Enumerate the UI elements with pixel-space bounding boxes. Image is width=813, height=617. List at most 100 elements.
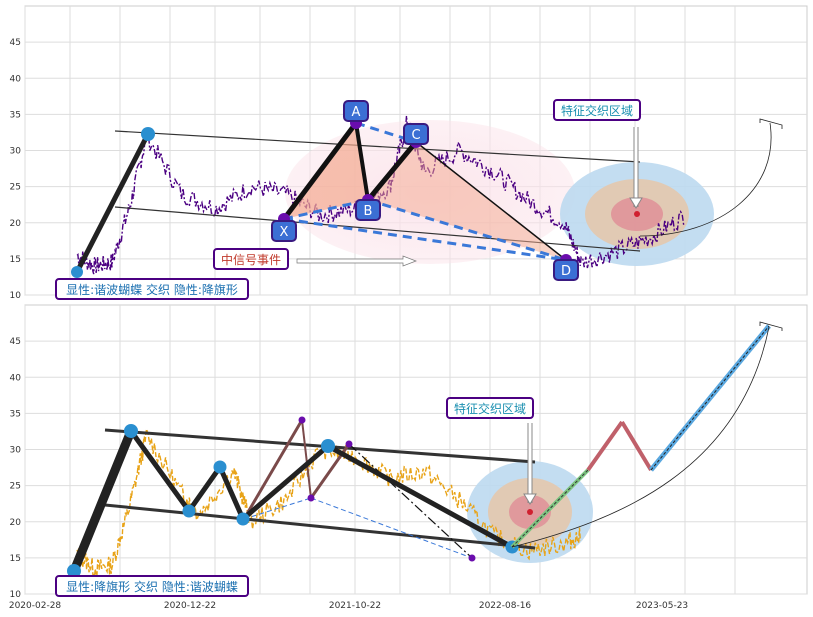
y-tick-label: 40 xyxy=(10,74,22,84)
event-label-text: 中信号事件 xyxy=(221,252,281,267)
y-tick-label: 15 xyxy=(10,255,21,265)
bottom-y-tick-labels: 10 15 20 25 30 35 40 45 xyxy=(10,337,22,600)
bottom-zigzag-line xyxy=(128,429,514,550)
bottom-zone-label-box xyxy=(446,397,534,419)
event-arrow xyxy=(296,255,417,267)
projection-leg-3 xyxy=(620,420,653,472)
y-tick-label: 25 xyxy=(10,183,21,193)
bottom-zone-label: 特征交织区域 xyxy=(446,397,534,419)
y-tick-label: 15 xyxy=(10,554,21,564)
x-tick-label: 2020-12-22 xyxy=(164,601,216,611)
pattern-leg-ab xyxy=(354,122,370,201)
pattern-leg-bc xyxy=(366,140,418,202)
pattern-label-box xyxy=(403,123,429,145)
projection-leg-4-dash xyxy=(650,325,770,471)
projection-leg-2 xyxy=(586,420,624,472)
projection-leg-1-dash xyxy=(511,469,589,548)
top-target-curve xyxy=(639,122,772,237)
top-zone-label-box xyxy=(553,99,641,121)
hidden-leg-4 xyxy=(348,443,473,559)
pattern-point-label: C xyxy=(411,128,420,143)
zone-center-dot xyxy=(527,509,533,515)
pattern-leg-cd xyxy=(415,141,567,261)
hidden-point-3-dot xyxy=(345,440,353,448)
event-label: 中信号事件 xyxy=(213,248,289,270)
top-legend: 显性:谐波蝴蝶 交织 隐性:降旗形 xyxy=(55,278,249,300)
x-tick-label: 2023-05-23 xyxy=(636,601,688,611)
pattern-point-label: B xyxy=(364,204,373,219)
bottom-projection xyxy=(510,321,783,549)
y-tick-label: 35 xyxy=(10,409,21,419)
pattern-dash-xd xyxy=(283,217,567,262)
y-tick-label: 45 xyxy=(10,337,21,347)
bottom-legend-text: 显性:降旗形 交织 隐性:谐波蝴蝶 xyxy=(66,579,238,594)
x-tick-label: 2021-10-22 xyxy=(329,601,381,611)
zigzag-point-2 xyxy=(124,424,138,438)
pattern-label-box xyxy=(343,100,369,122)
pattern-label-box xyxy=(553,259,579,281)
bottom-x-tick-labels: 2020-02-28 2020-12-22 2021-10-22 2022-08-16… xyxy=(9,601,688,611)
top-y-tick-labels: 10 15 20 25 30 35 40 45 xyxy=(10,38,22,301)
pattern-label-box xyxy=(355,199,381,221)
bottom-zone-arrow-head xyxy=(523,493,537,505)
top-impulse-leg xyxy=(74,132,151,274)
y-tick-label: 20 xyxy=(10,219,22,229)
top-legend-text: 显性:谐波蝴蝶 交织 隐性:降旗形 xyxy=(66,282,238,297)
top-target-bracket xyxy=(759,118,783,129)
top-harmonic-pattern xyxy=(278,117,572,266)
top-impulse-start-dot xyxy=(71,266,83,278)
top-panel: 10 15 20 25 30 35 40 45 xyxy=(10,5,808,301)
pattern-point-label: D xyxy=(561,264,571,279)
hidden-dash-2 xyxy=(310,497,473,559)
top-zone-label-text: 特征交织区域 xyxy=(561,103,633,118)
y-tick-label: 35 xyxy=(10,110,21,120)
zigzag-point-3 xyxy=(182,504,196,518)
top-impulse-end-dot xyxy=(141,127,155,141)
bottom-impulse-leg xyxy=(69,429,136,573)
y-tick-label: 20 xyxy=(10,518,22,528)
pattern-dash-bd xyxy=(367,198,567,262)
zigzag-point-1 xyxy=(67,564,81,578)
bottom-zone-label-text: 特征交织区域 xyxy=(454,401,526,416)
hidden-leg-2 xyxy=(301,419,312,499)
bottom-target-bracket xyxy=(759,321,783,331)
bottom-price-line xyxy=(76,428,581,579)
top-point-labels: X A B C D xyxy=(271,100,579,281)
pattern-point-label: X xyxy=(280,225,289,240)
y-tick-label: 25 xyxy=(10,482,21,492)
hidden-point-2-dot xyxy=(307,494,315,502)
top-zone-label: 特征交织区域 xyxy=(553,99,641,121)
pattern-leg-xa xyxy=(282,121,358,221)
x-tick-label: 2020-02-28 xyxy=(9,601,62,611)
hidden-point-4-dot xyxy=(468,554,476,562)
bottom-legend-box xyxy=(55,575,249,597)
pattern-triangle-bcd xyxy=(368,142,566,260)
x-tick-label: 2022-08-16 xyxy=(479,601,532,611)
top-zone-arrow-head xyxy=(629,197,643,209)
bottom-legend: 显性:降旗形 交织 隐性:谐波蝴蝶 xyxy=(55,575,249,597)
zigzag-point-6 xyxy=(321,439,335,453)
y-tick-label: 30 xyxy=(10,446,22,456)
pattern-point-label: A xyxy=(352,105,361,120)
bottom-target-curve xyxy=(511,326,770,548)
zigzag-point-4 xyxy=(213,460,227,474)
y-tick-label: 10 xyxy=(10,590,22,600)
top-legend-box xyxy=(55,278,249,300)
top-channel-lower xyxy=(114,206,641,252)
y-tick-label: 40 xyxy=(10,373,22,383)
bottom-channel-lower xyxy=(104,503,536,550)
zigzag-point-5 xyxy=(236,512,250,526)
hidden-point-1-dot xyxy=(298,416,306,424)
hidden-leg-1 xyxy=(242,419,304,520)
zone-center-dot xyxy=(634,211,640,217)
event-label-box xyxy=(213,248,289,270)
hidden-dash-1 xyxy=(243,497,312,520)
y-tick-label: 45 xyxy=(10,38,21,48)
bottom-channel-upper xyxy=(104,428,536,464)
price-series-path xyxy=(76,428,581,579)
top-feature-zone xyxy=(560,162,714,266)
y-tick-label: 10 xyxy=(10,291,22,301)
